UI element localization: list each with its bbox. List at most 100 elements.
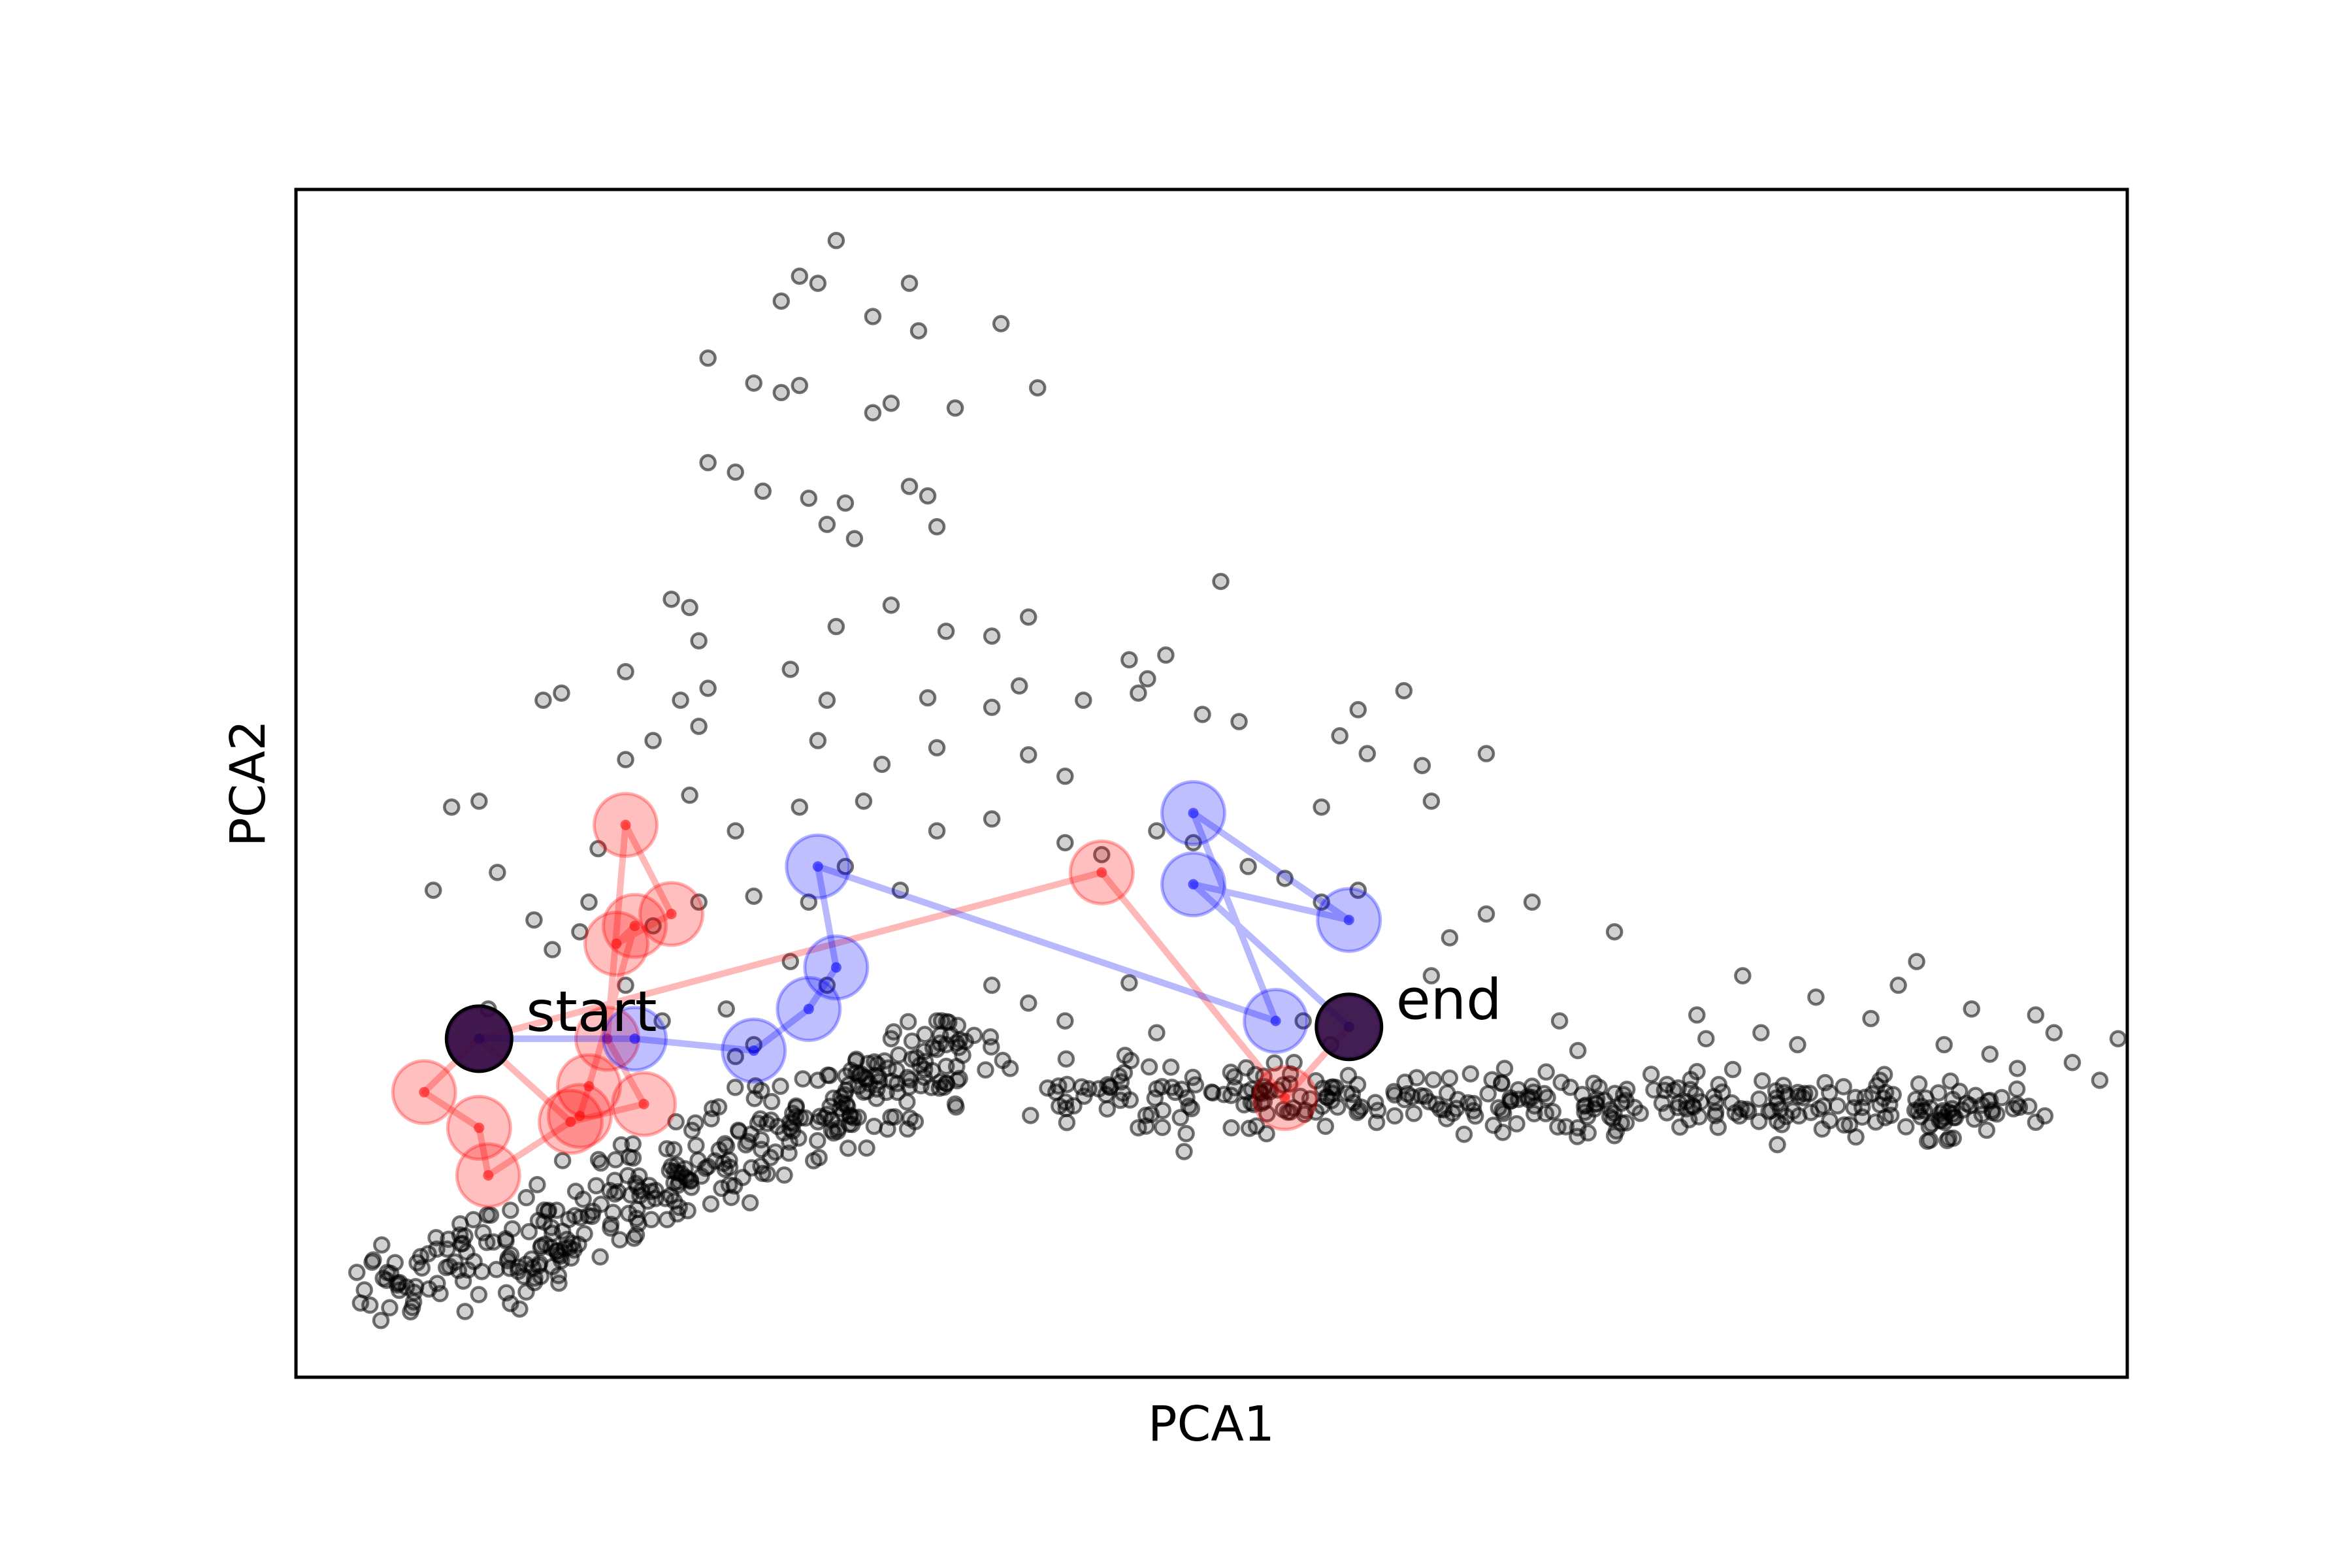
background-point [1484, 1117, 1503, 1134]
background-point [772, 292, 791, 310]
background-point [1297, 1102, 1315, 1119]
background-point [800, 893, 818, 911]
background-point [662, 590, 680, 608]
background-point [1212, 572, 1230, 591]
background-point [587, 1177, 605, 1195]
background-point [1120, 651, 1138, 669]
background-point [992, 315, 1010, 333]
background-point [1465, 1094, 1482, 1113]
background-point [1110, 1067, 1128, 1085]
background-point [1585, 1074, 1603, 1092]
background-point [1789, 1036, 1806, 1054]
background-point [381, 1299, 399, 1316]
background-point [1523, 1077, 1541, 1095]
background-point [784, 1114, 802, 1132]
background-point [1148, 1024, 1166, 1042]
background-point [1569, 1041, 1587, 1060]
background-point [1294, 1012, 1312, 1030]
background-point [847, 1051, 865, 1068]
background-point [1944, 1090, 1962, 1109]
background-point [855, 792, 873, 810]
background-point [465, 1211, 482, 1229]
background-point [1707, 1094, 1725, 1112]
background-point [606, 1151, 625, 1169]
background-point [1909, 1102, 1927, 1120]
background-point [443, 798, 461, 816]
background-point [681, 598, 698, 617]
background-point [983, 976, 1001, 994]
background-point [502, 1201, 519, 1219]
background-point [420, 1280, 438, 1298]
background-point [617, 662, 634, 681]
background-point [1537, 1105, 1555, 1122]
background-point [909, 322, 928, 340]
background-point [1441, 929, 1459, 947]
background-point [1120, 974, 1138, 992]
background-point [1835, 1078, 1852, 1096]
background-point [620, 1205, 638, 1222]
background-point [515, 1267, 532, 1285]
background-point [427, 1229, 445, 1247]
background-point [1339, 1066, 1358, 1085]
trajectory-center-red [629, 921, 640, 932]
background-point [1313, 798, 1330, 816]
background-point [1349, 881, 1367, 899]
background-point [725, 1177, 743, 1195]
background-point [690, 893, 708, 911]
background-point [983, 627, 1001, 645]
background-point [1093, 845, 1111, 864]
background-point [1493, 1074, 1511, 1092]
background-point [1386, 1107, 1404, 1125]
background-point [699, 679, 717, 697]
background-point [1682, 1071, 1700, 1088]
background-point [602, 1219, 619, 1237]
background-point [1226, 1079, 1244, 1097]
background-point [1101, 1078, 1119, 1096]
background-point [818, 691, 836, 709]
background-point [1285, 1053, 1303, 1071]
background-point [882, 394, 900, 412]
background-point [1408, 1069, 1426, 1086]
background-point [794, 1070, 812, 1088]
background-point [589, 1151, 608, 1169]
trajectory-center-red [574, 1111, 585, 1122]
background-point [474, 1224, 492, 1242]
background-point [1441, 1069, 1459, 1087]
background-point [382, 1264, 400, 1282]
background-point [1734, 967, 1752, 985]
background-point [891, 881, 909, 899]
background-point [1098, 1100, 1117, 1118]
background-point [1019, 994, 1037, 1012]
background-point [1605, 1104, 1623, 1122]
background-point [1313, 893, 1330, 911]
background-point [791, 376, 809, 395]
background-point [873, 755, 891, 774]
background-point [928, 1012, 946, 1030]
background-point [1605, 1127, 1624, 1145]
background-point [1130, 684, 1147, 702]
background-point [672, 691, 689, 709]
background-point [1047, 1083, 1065, 1101]
background-point [928, 518, 946, 536]
background-point [502, 1294, 519, 1313]
background-point [1422, 967, 1441, 985]
background-point [549, 1246, 567, 1264]
background-point [348, 1264, 366, 1281]
background-point [791, 798, 809, 816]
background-point [478, 1206, 497, 1224]
background-point [886, 1108, 904, 1126]
background-point [1645, 1081, 1663, 1099]
background-point [836, 494, 855, 512]
background-point [946, 399, 964, 417]
trajectory-center-blue [1188, 879, 1199, 890]
background-point [818, 1105, 836, 1124]
trajectory-center-blue [1343, 915, 1354, 926]
background-point [2063, 1053, 2082, 1071]
background-point [898, 1120, 917, 1138]
background-point [1938, 1132, 1956, 1149]
background-point [699, 349, 717, 367]
background-point [1690, 1108, 1708, 1126]
background-point [1250, 1083, 1269, 1100]
background-point [1477, 745, 1495, 762]
trajectory-center-red [638, 1098, 649, 1109]
